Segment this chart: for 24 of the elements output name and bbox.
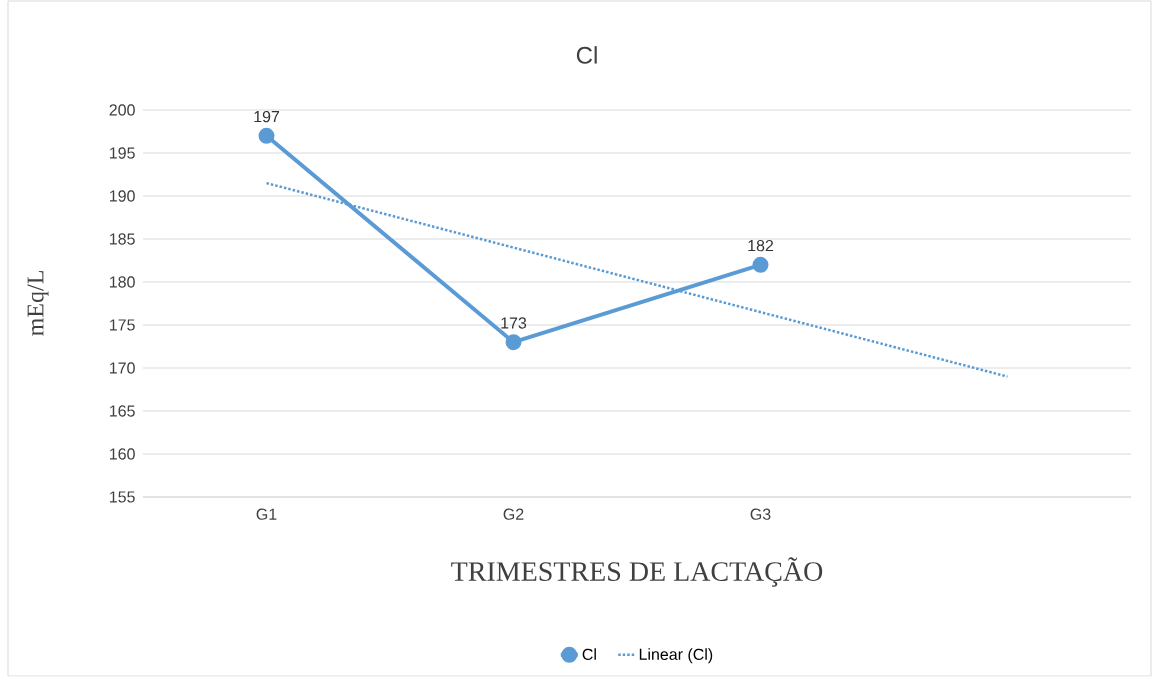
y-tick-label: 190 [110,190,135,202]
y-tick-label: 185 [110,233,135,245]
x-axis-title: TRIMESTRES DE LACTAÇÃO [451,557,823,587]
y-tick-label: 165 [110,405,135,417]
data-label: 197 [254,110,280,123]
point [752,256,769,273]
x-tick-label: G1 [256,508,277,520]
y-tick-label: 180 [110,276,135,288]
y-tick-label: 200 [109,104,135,116]
y-tick-label: 195 [110,147,135,159]
legend-label: Linear (Cl) [639,648,713,664]
y-tick-label: 160 [110,448,135,460]
chart-title: Cl [576,46,597,64]
legend-label: Cl [582,648,596,660]
y-axis-title: mEq/L [27,271,49,336]
x-tick-label: G3 [750,508,771,520]
x-tick-label: G2 [503,508,524,520]
y-tick-label: 175 [110,319,135,331]
point [505,334,522,351]
y-tick-label: 170 [110,362,135,374]
point [258,127,275,144]
data-label: 182 [748,239,774,252]
data-label: 173 [501,317,527,329]
y-tick-label: 155 [110,491,135,503]
